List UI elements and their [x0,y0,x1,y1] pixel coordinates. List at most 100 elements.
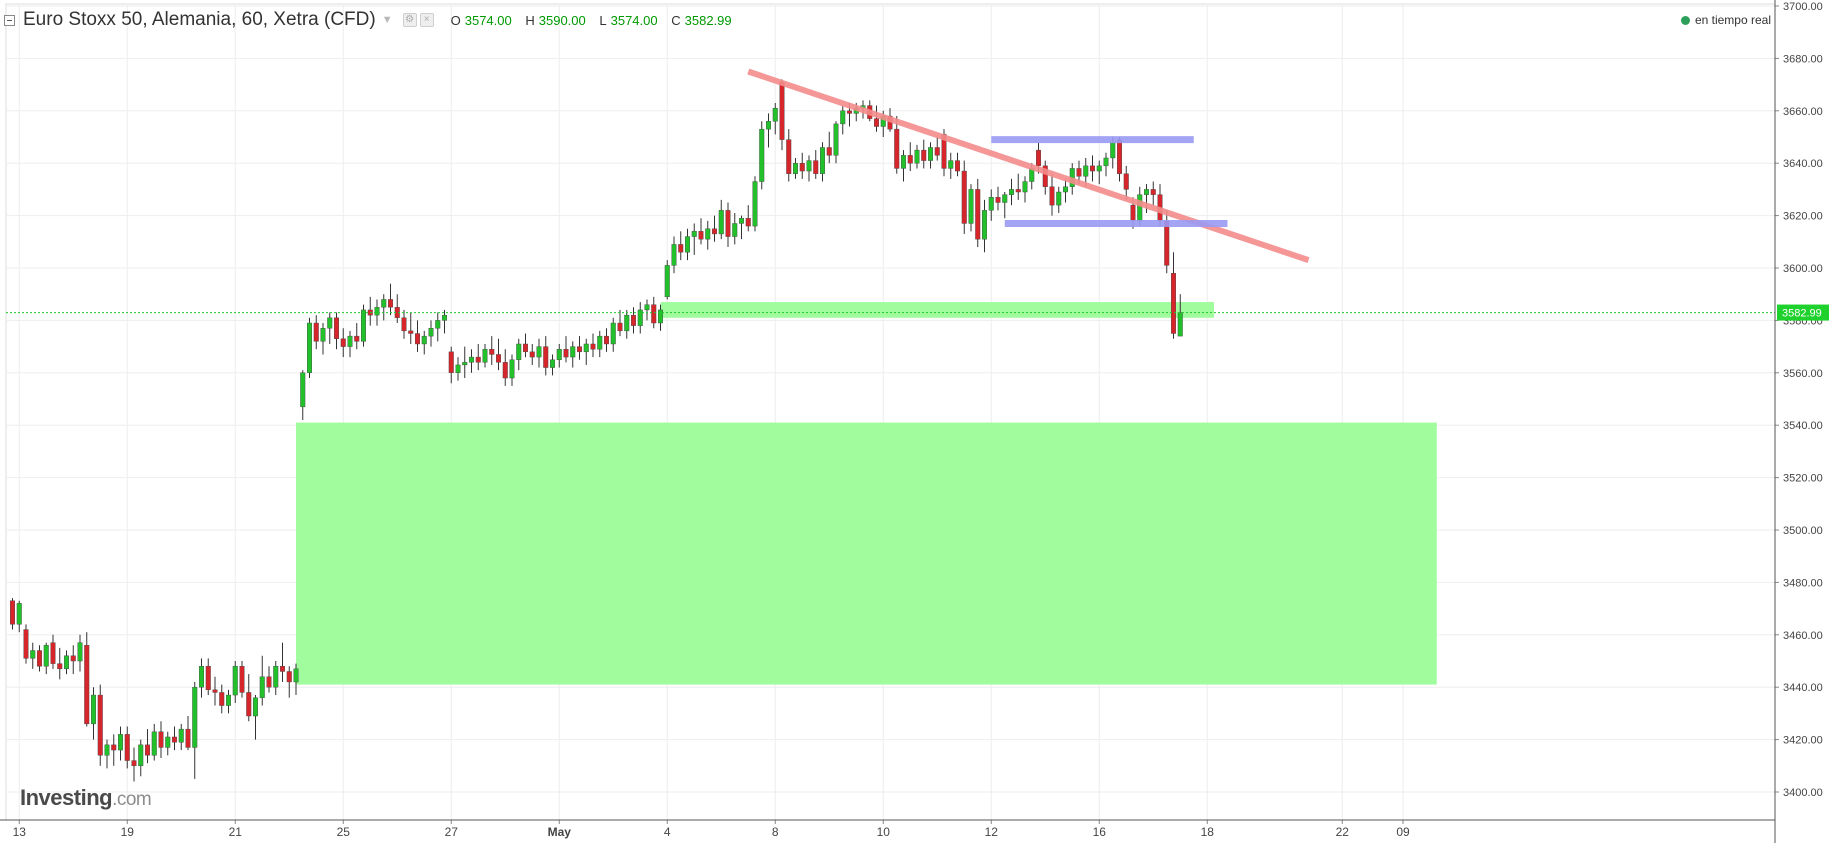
candle-body [77,642,83,662]
candle-body [104,744,110,756]
x-axis-label: 21 [229,825,243,839]
candle-body [482,349,488,363]
candle-body [752,181,758,227]
candle-body [1164,220,1170,266]
candle-body [165,736,171,748]
candle-body [759,128,765,182]
candle-body [597,335,603,350]
y-axis-label: 3600.00 [1783,263,1823,275]
candle-body [408,330,414,334]
candle-body [718,210,724,235]
candle-body [577,346,583,353]
candle-body [739,218,745,224]
candle-body [57,663,63,670]
candle-body [1042,165,1048,187]
candle-body [50,642,56,664]
y-axis-label: 3620.00 [1783,211,1823,223]
chevron-down-icon[interactable]: ▼ [381,14,393,26]
candle-body [1123,173,1129,190]
ohlc-high-value: 3590.00 [538,12,586,28]
candle-body [421,335,427,345]
candlestick-series [9,79,1183,782]
candle-body [1009,189,1015,195]
candle-body [219,692,225,706]
candle-body [624,314,630,332]
collapse-legend-icon[interactable] [4,14,15,26]
candle-body [840,110,846,125]
logo-suffix: .com [112,789,152,810]
candle-body [340,338,346,347]
x-axis-label: 10 [877,825,891,839]
candle-body [712,228,718,235]
candle-body [212,689,218,693]
candle-body [334,317,340,339]
candle-body [772,107,778,122]
symbol-title[interactable]: Euro Stoxx 50, Alemania, 60, Xetra (CFD) [23,9,376,30]
settings-icon[interactable]: ⚙ [402,13,417,27]
investing-logo: Investing.com [20,785,152,811]
close-icon[interactable]: × [419,13,434,27]
candle-body [1103,157,1109,167]
y-axis-label: 3700.00 [1783,1,1823,13]
candle-body [563,349,569,358]
candle-body [705,228,711,240]
y-axis-label: 3640.00 [1783,158,1823,170]
candle-body [1130,204,1136,222]
ohlc-values: O 3574.00 H 3590.00 L 3574.00 C 3582.99 [451,13,742,28]
candle-body [448,351,454,373]
candle-body [799,162,805,172]
candle-body [610,322,616,345]
candle-body [813,160,819,174]
candle-body [496,354,502,363]
candle-body [30,650,36,659]
realtime-indicator: en tiempo real [1680,13,1771,27]
candle-body [313,322,319,342]
candle-body [921,149,927,161]
candle-body [117,734,123,751]
candle-body [225,694,231,706]
candle-body [644,304,650,311]
candle-body [469,356,475,363]
y-axis-label: 3460.00 [1783,630,1823,642]
candle-body [266,676,272,688]
candle-body [442,314,448,321]
candle-body [84,645,90,725]
candle-body [307,322,313,373]
x-axis-label: 22 [1336,825,1350,839]
x-axis-label: 13 [13,825,27,839]
x-axis-label: 12 [985,825,999,839]
candle-body [1170,273,1176,334]
y-axis-label: 3680.00 [1783,53,1823,65]
candle-body [347,335,353,347]
candle-body [631,314,637,326]
candle-body [786,139,792,174]
candle-body [1056,191,1062,206]
candle-body [1022,181,1028,193]
candle-body [361,309,367,342]
y-axis-label: 3540.00 [1783,420,1823,432]
candle-body [489,349,495,355]
candle-body [691,231,697,237]
candle-body [901,155,907,169]
x-axis-label: 4 [664,825,671,839]
candle-body [637,309,643,326]
candle-body [1015,189,1021,193]
candle-body [651,304,657,324]
candle-body [138,744,144,767]
candle-body [1083,165,1089,177]
candle-body [698,231,704,240]
candle-body [252,697,258,717]
candle-body [381,299,387,308]
candle-body [1143,189,1149,195]
y-axis-label: 3560.00 [1783,368,1823,380]
candle-body [205,666,211,691]
candle-body [678,244,684,253]
candle-body [766,121,772,130]
candle-body [259,676,265,698]
logo-name: Investing [20,785,113,810]
candle-body [509,359,515,379]
chart-legend: Euro Stoxx 50, Alemania, 60, Xetra (CFD)… [4,8,742,32]
candle-body [806,160,812,172]
